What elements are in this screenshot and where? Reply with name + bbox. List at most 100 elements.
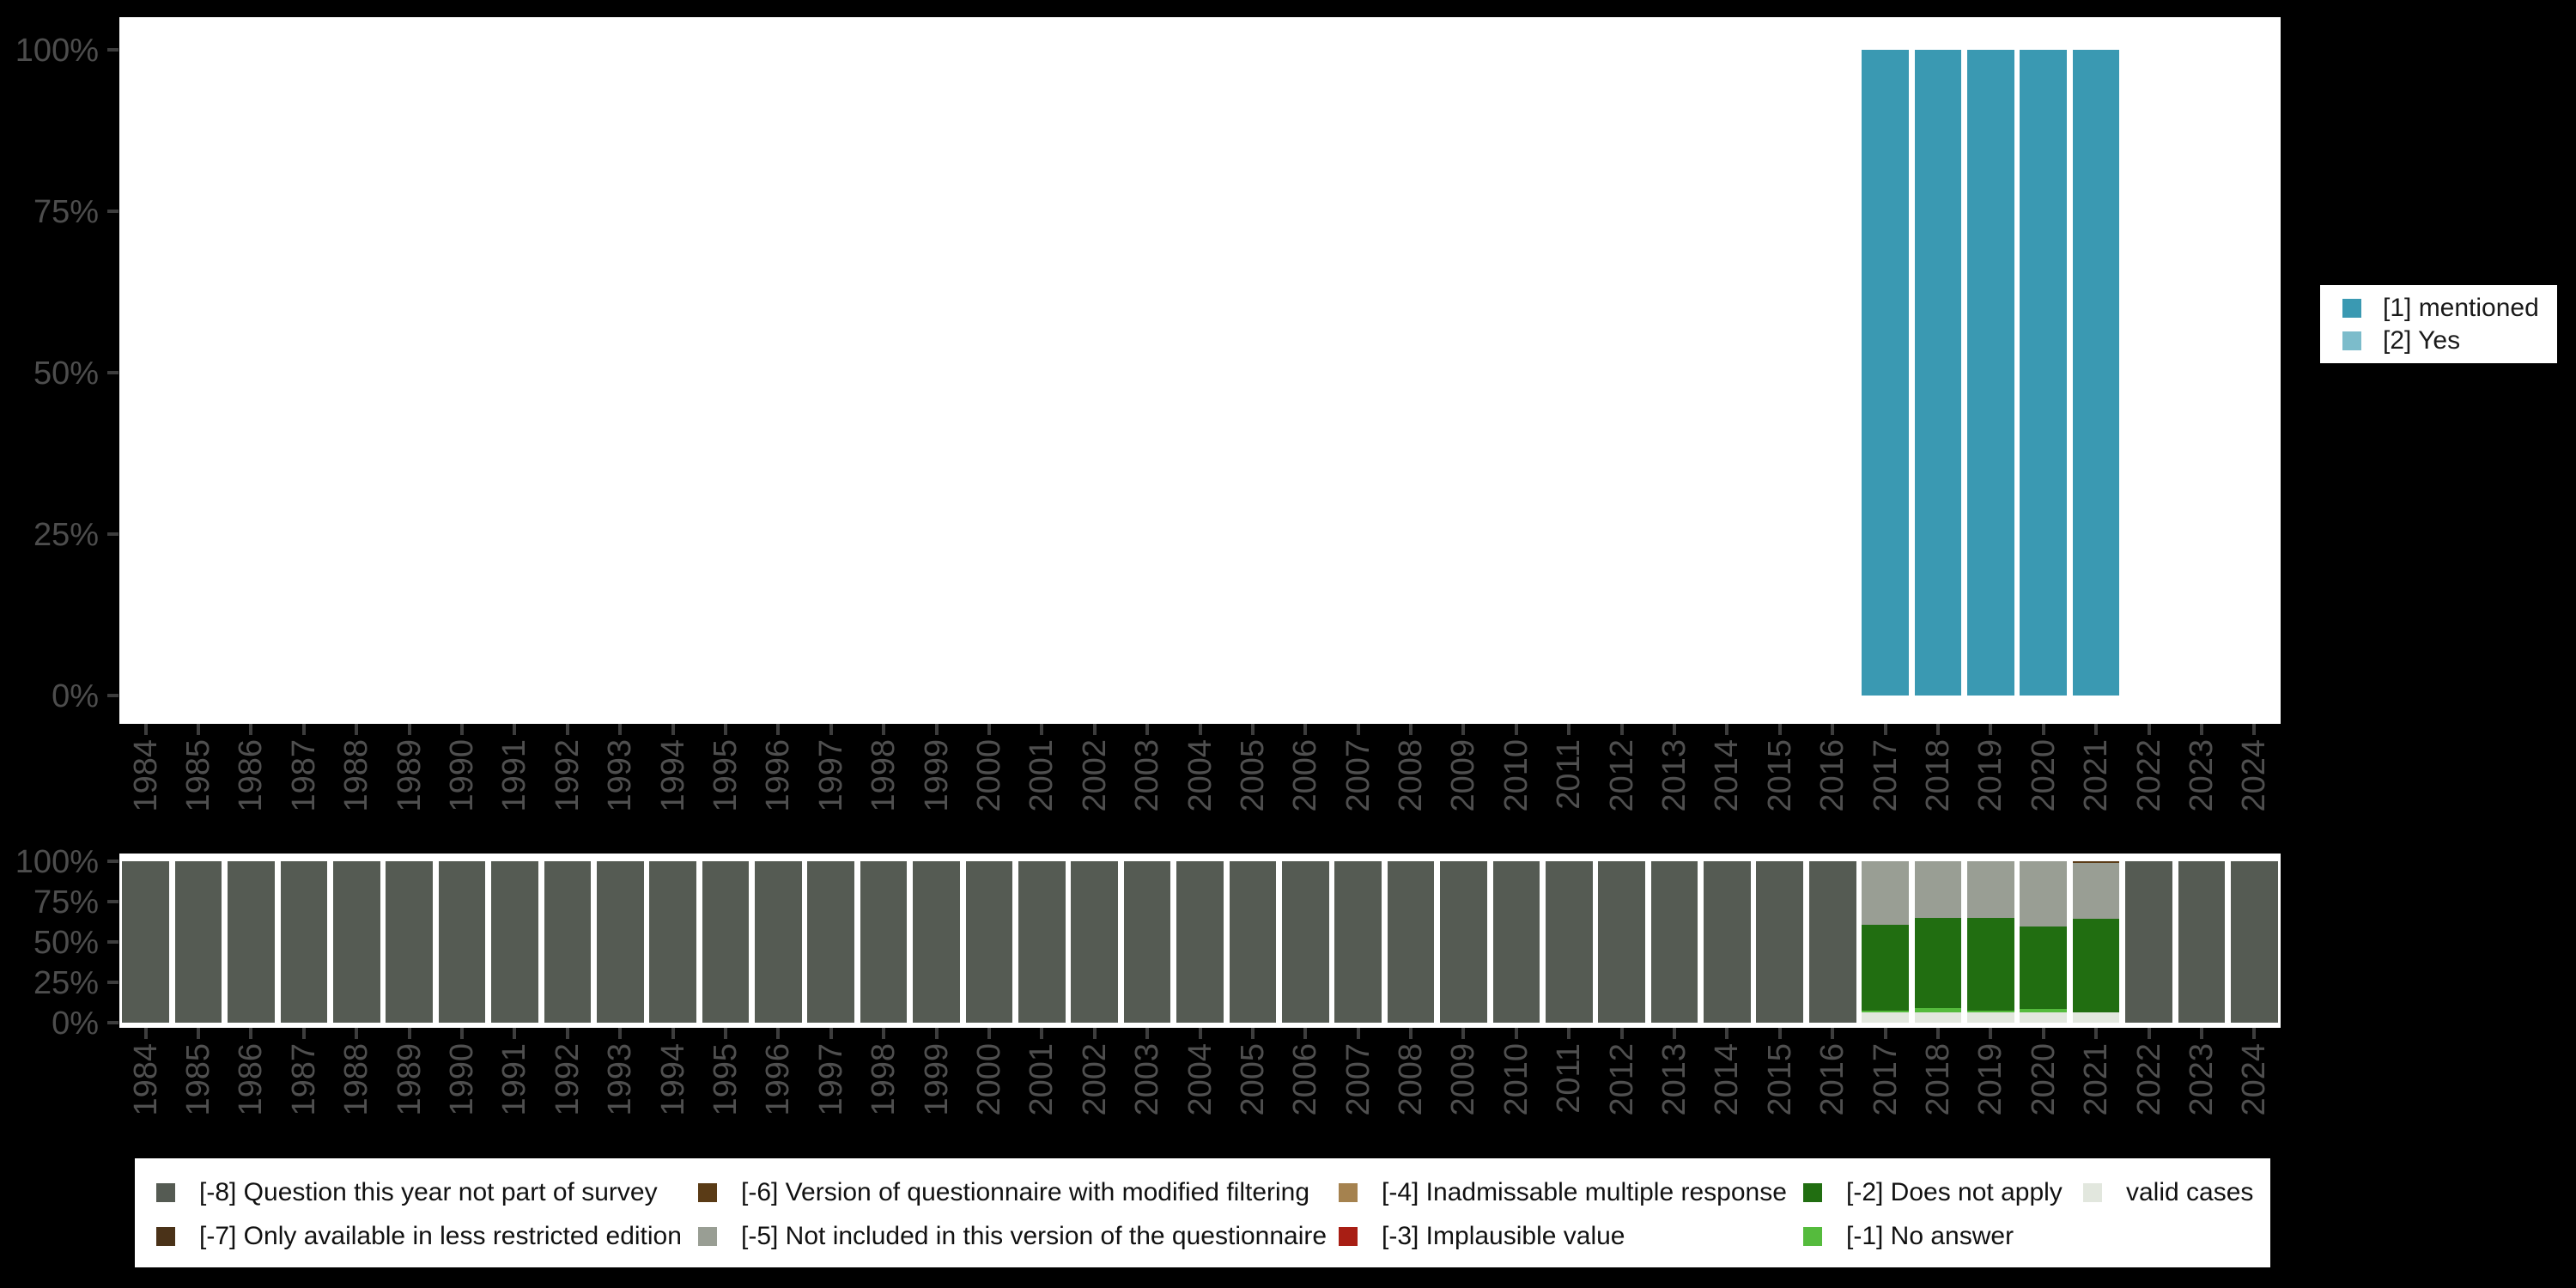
year-slot: 2014: [1701, 739, 1753, 812]
year-slot: [963, 724, 1015, 736]
year-slot: [1807, 724, 1859, 736]
x-tick-mark: [407, 1028, 411, 1039]
stacked-bar-2002: [1071, 861, 1119, 1023]
year-slot: 1989: [383, 739, 435, 812]
bar-segment: [2020, 861, 2068, 927]
bar-segment: [2072, 861, 2120, 863]
year-slot: 1993: [594, 1043, 647, 1116]
year-slot: [489, 50, 541, 696]
stacked-bar-2005: [1229, 861, 1277, 1023]
x-tick-mark: [1831, 1028, 1835, 1039]
bar-segment: [2231, 861, 2278, 1023]
year-slot: [172, 861, 224, 1023]
y-tick-mark: [107, 981, 118, 984]
year-slot: [857, 724, 909, 736]
year-slot: [1701, 724, 1753, 736]
legend-label: valid cases: [2126, 1178, 2254, 1206]
bar-segment: [2020, 1012, 2068, 1023]
stacked-bar-1988: [332, 861, 380, 1023]
year-slot: 1993: [594, 739, 647, 812]
legend-item: [-1] No answer: [1803, 1224, 2014, 1249]
year-slot: 2021: [2069, 739, 2122, 812]
stacked-bar-1993: [596, 861, 644, 1023]
year-slot: [2017, 50, 2069, 696]
year-tick-label: 2016: [1814, 1043, 1851, 1116]
year-slot: 2012: [1595, 1043, 1648, 1116]
year-tick-label: 1984: [127, 739, 164, 812]
stacked-bar-1996: [755, 861, 802, 1023]
bar-segment: [2072, 918, 2120, 1012]
year-tick-label: 2009: [1445, 1043, 1482, 1116]
year-slot: 2017: [1859, 1043, 1911, 1116]
year-slot: [647, 724, 699, 736]
x-tick-mark: [197, 1028, 201, 1039]
bar-segment: [1967, 1010, 2014, 1012]
stacked-bar-2022: [2125, 861, 2172, 1023]
year-slot: 1996: [752, 739, 805, 812]
stacked-bar-2018: [1914, 50, 1962, 696]
year-slot: [699, 1028, 751, 1040]
x-tick-mark: [1777, 1028, 1782, 1039]
legend-swatch: [1339, 1183, 1358, 1202]
year-slot: [2123, 50, 2175, 696]
year-tick-label: 2012: [1603, 739, 1640, 812]
year-slot: [1437, 724, 1490, 736]
year-slot: [1807, 861, 1859, 1023]
bar-segment: [1018, 861, 1066, 1023]
y-tick-label: 75%: [33, 884, 99, 920]
year-slot: [1226, 50, 1279, 696]
bar-segment: [1967, 1012, 2014, 1023]
year-slot: [277, 50, 330, 696]
year-tick-label: 2003: [1129, 1043, 1166, 1116]
year-slot: 2001: [1016, 1043, 1068, 1116]
year-slot: 2024: [2228, 1043, 2281, 1116]
bar-segment: [1914, 917, 1962, 1009]
year-tick-label: 1993: [602, 739, 639, 812]
year-tick-label: 2019: [1972, 1043, 2009, 1116]
x-tick-mark: [1303, 1028, 1308, 1039]
stacked-bar-1991: [491, 861, 538, 1023]
x-tick-mark: [829, 724, 833, 735]
year-slot: [594, 861, 647, 1023]
stacked-bar-2015: [1756, 861, 1804, 1023]
year-tick-label: 2011: [1551, 739, 1588, 810]
year-slot: [1859, 50, 1911, 696]
legend-item: [-2] Does not apply: [1803, 1178, 2063, 1206]
bar-segment: [1967, 861, 2014, 918]
bar-segment: [1704, 861, 1751, 1023]
bar-segment: [228, 861, 275, 1023]
year-slot: [2069, 1028, 2122, 1040]
year-slot: 2022: [2123, 739, 2175, 812]
stacked-bar-2009: [1440, 861, 1487, 1023]
x-tick-mark: [513, 724, 517, 735]
x-tick-mark: [1673, 724, 1677, 735]
legend-swatch: [2342, 298, 2361, 318]
year-tick-label: 1995: [707, 1043, 744, 1116]
year-slot: [1490, 1028, 1542, 1040]
x-tick-mark: [1040, 724, 1044, 735]
year-slot: 1992: [541, 739, 593, 812]
stacked-bar-1985: [174, 861, 222, 1023]
bar-segment: [1862, 861, 1909, 926]
top-plot-area: [119, 17, 2281, 724]
year-slot: [1384, 861, 1437, 1023]
year-slot: [541, 724, 593, 736]
year-slot: [857, 1028, 909, 1040]
x-tick-mark: [2147, 724, 2151, 735]
legend-label: [-2] Does not apply: [1846, 1178, 2063, 1206]
bar-segment: [755, 861, 802, 1023]
y-tick-label: 25%: [33, 965, 99, 1001]
y-tick-label: 50%: [33, 355, 99, 392]
x-tick-mark: [2041, 724, 2045, 735]
x-tick-mark: [1250, 724, 1255, 735]
year-slot: [1753, 724, 1806, 736]
stacked-bar-2019: [1967, 861, 2014, 1023]
year-slot: [383, 861, 435, 1023]
year-slot: 2005: [1226, 1043, 1279, 1116]
bar-segment: [1545, 861, 1593, 1023]
year-slot: [1648, 724, 1700, 736]
year-tick-label: 2020: [2025, 1043, 2062, 1116]
stacked-bar-2020: [2020, 861, 2068, 1023]
bar-segment: [1967, 50, 2014, 696]
year-tick-label: 2011: [1551, 1043, 1588, 1114]
